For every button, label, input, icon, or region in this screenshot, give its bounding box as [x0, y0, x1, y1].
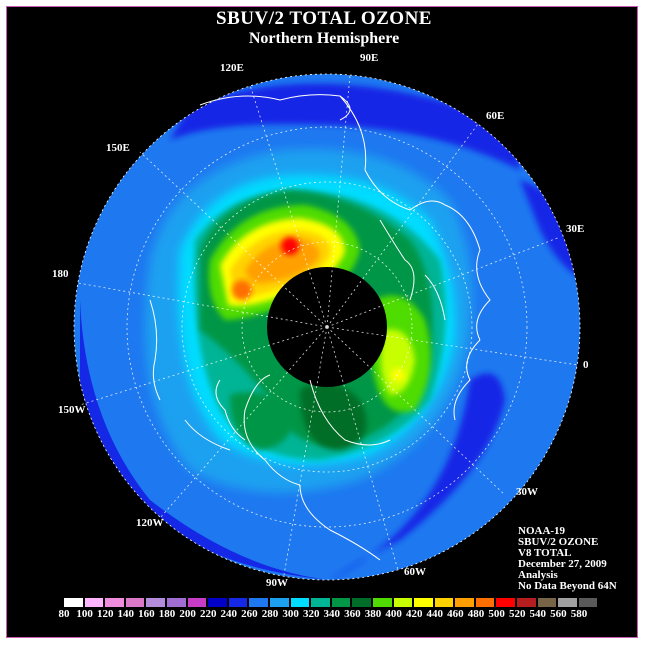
colorbar-label: 200	[179, 608, 196, 620]
colorbar-label: 100	[76, 608, 93, 620]
colorbar-label: 220	[199, 608, 217, 620]
colorbar-swatch	[248, 597, 269, 608]
colorbar-swatch	[413, 597, 434, 608]
colorbar-swatch	[516, 597, 537, 608]
colorbar-label: 260	[241, 608, 258, 620]
info-block: NOAA-19 SBUV/2 OZONE V8 TOTAL December 2…	[518, 526, 617, 592]
lon-label-60e: 60E	[486, 110, 505, 122]
colorbar-label: 320	[302, 608, 320, 620]
colorbar-label: 340	[323, 608, 341, 620]
colorbar-swatch	[536, 597, 558, 608]
colorbar-label: 300	[282, 608, 299, 620]
lon-label-90w: 90W	[266, 577, 288, 589]
colorbar	[63, 597, 599, 608]
colorbar-label: 140	[117, 608, 135, 620]
info-date: December 27, 2009	[518, 558, 607, 570]
info-type: Analysis	[518, 569, 558, 581]
colorbar-swatch	[433, 597, 455, 608]
colorbar-label: 80	[58, 608, 70, 620]
colorbar-label: 380	[364, 608, 382, 620]
colorbar-label: 480	[467, 608, 485, 620]
colorbar-swatch	[289, 597, 311, 608]
colorbar-swatch	[124, 597, 146, 608]
colorbar-label: 360	[344, 608, 361, 620]
coastlines	[149, 94, 491, 561]
colorbar-swatch	[83, 597, 105, 608]
colorbar-swatch	[351, 597, 372, 608]
colorbar-swatch	[495, 597, 517, 608]
lon-label-0: 0	[583, 359, 589, 371]
lon-label-30e: 30E	[566, 223, 585, 235]
colorbar-swatch	[371, 597, 393, 608]
info-satellite: NOAA-19	[518, 525, 566, 537]
colorbar-swatch	[268, 597, 290, 608]
info-product: SBUV/2 OZONE	[518, 536, 599, 548]
colorbar-label: 500	[488, 608, 505, 620]
lon-label-90e: 90E	[360, 52, 379, 64]
colorbar-swatch	[310, 597, 331, 608]
colorbar-label: 240	[220, 608, 238, 620]
info-note: No Data Beyond 64N	[518, 580, 617, 592]
colorbar-label: 440	[426, 608, 444, 620]
info-version: V8 TOTAL	[518, 547, 572, 559]
lon-label-150e: 150E	[106, 142, 130, 154]
colorbar-label: 400	[385, 608, 402, 620]
colorbar-swatch	[227, 597, 249, 608]
colorbar-swatch	[454, 597, 475, 608]
lon-label-120e: 120E	[220, 62, 244, 74]
lon-label-180: 180	[52, 268, 69, 280]
colorbar-swatch	[145, 597, 166, 608]
colorbar-label: 120	[96, 608, 114, 620]
colorbar-label: 580	[570, 608, 588, 620]
colorbar-swatch	[63, 597, 84, 608]
map-subtitle: Northern Hemisphere	[248, 30, 400, 47]
colorbar-swatch	[207, 597, 228, 608]
colorbar-swatch	[165, 597, 187, 608]
colorbar-label: 280	[261, 608, 279, 620]
colorbar-label: 420	[405, 608, 423, 620]
colorbar-label: 540	[529, 608, 547, 620]
lon-label-120w: 120W	[136, 517, 164, 529]
lon-label-60w: 60W	[404, 566, 426, 578]
colorbar-label: 460	[447, 608, 464, 620]
colorbar-swatch	[474, 597, 496, 608]
colorbar-label: 560	[550, 608, 567, 620]
colorbar-swatch	[330, 597, 352, 608]
lon-label-150w: 150W	[58, 404, 86, 416]
colorbar-swatch	[186, 597, 208, 608]
colorbar-swatch	[104, 597, 125, 608]
colorbar-swatch	[577, 597, 599, 608]
map-title: SBUV/2 TOTAL OZONE	[216, 8, 432, 29]
lon-label-30w: 30W	[516, 486, 538, 498]
ozone-field	[74, 74, 580, 580]
colorbar-label: 160	[138, 608, 155, 620]
colorbar-label: 180	[158, 608, 176, 620]
colorbar-swatch	[392, 597, 414, 608]
graticule	[77, 74, 579, 576]
outer-boundary	[73, 73, 581, 581]
colorbar-swatch	[557, 597, 578, 608]
colorbar-label: 520	[508, 608, 526, 620]
